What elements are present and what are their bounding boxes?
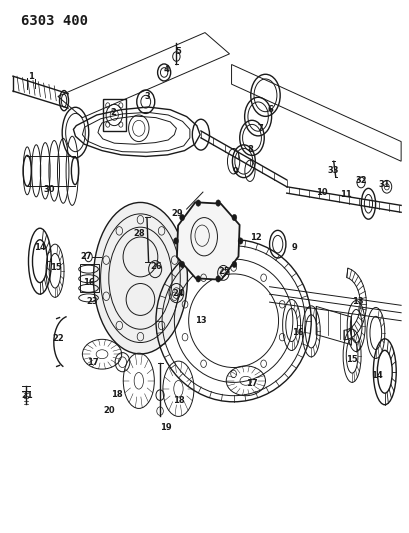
Text: 16: 16 — [292, 328, 303, 337]
Text: 15: 15 — [50, 263, 62, 272]
Text: 14: 14 — [370, 371, 382, 380]
Text: 31: 31 — [378, 180, 390, 189]
Text: 25: 25 — [218, 268, 230, 276]
Text: 5: 5 — [175, 47, 181, 55]
Text: 9: 9 — [291, 244, 297, 253]
Text: 27: 27 — [81, 253, 92, 261]
Text: 14: 14 — [34, 244, 45, 253]
Text: 6303 400: 6303 400 — [21, 14, 88, 28]
Text: 17: 17 — [245, 379, 257, 388]
Text: 18: 18 — [172, 396, 184, 405]
Circle shape — [196, 200, 200, 206]
Text: 26: 26 — [150, 262, 162, 271]
Text: 30: 30 — [43, 185, 54, 194]
Circle shape — [238, 238, 243, 244]
Text: 24: 24 — [172, 288, 184, 297]
Circle shape — [215, 200, 220, 206]
Text: 23: 23 — [87, 296, 98, 305]
Text: 32: 32 — [355, 176, 366, 185]
Circle shape — [173, 238, 178, 244]
Text: 7: 7 — [257, 124, 263, 133]
Text: 19: 19 — [160, 423, 171, 432]
Circle shape — [196, 276, 200, 282]
Circle shape — [215, 276, 220, 282]
Text: 3: 3 — [144, 92, 150, 101]
Text: 29: 29 — [171, 209, 182, 218]
Text: 13: 13 — [352, 296, 363, 305]
Text: 18: 18 — [111, 390, 123, 399]
Text: 22: 22 — [52, 334, 64, 343]
Text: 13: 13 — [195, 316, 206, 325]
Circle shape — [179, 214, 184, 221]
Text: 2: 2 — [110, 108, 116, 117]
Text: 1: 1 — [28, 71, 34, 80]
Text: 33: 33 — [327, 166, 339, 175]
Text: 21: 21 — [21, 391, 33, 400]
Text: 9: 9 — [232, 167, 238, 176]
Text: 8: 8 — [247, 145, 252, 154]
Circle shape — [231, 214, 236, 221]
Text: 4: 4 — [163, 66, 169, 74]
Text: 11: 11 — [339, 190, 351, 199]
Text: 6: 6 — [267, 105, 273, 114]
Text: 20: 20 — [103, 406, 115, 415]
Circle shape — [231, 261, 236, 268]
Text: 16: 16 — [83, 278, 94, 287]
Circle shape — [179, 261, 184, 268]
Polygon shape — [177, 202, 239, 280]
Text: 28: 28 — [133, 229, 144, 238]
Text: 17: 17 — [87, 358, 98, 367]
Ellipse shape — [93, 203, 187, 354]
Text: 12: 12 — [249, 233, 261, 242]
Text: 15: 15 — [345, 355, 357, 364]
Text: 10: 10 — [315, 188, 326, 197]
